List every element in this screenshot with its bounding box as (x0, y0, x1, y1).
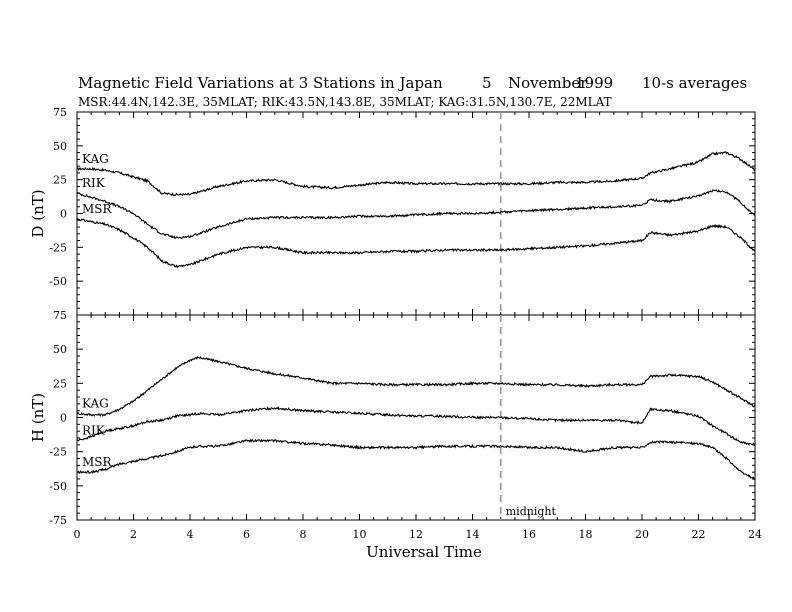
x-tick-label: 12 (409, 528, 423, 541)
x-tick-label: 8 (300, 528, 307, 541)
y-tick-label: 0 (60, 412, 67, 425)
date-year: 1999 (575, 74, 613, 92)
y-tick-label: -25 (49, 446, 67, 459)
date-month: November (508, 74, 588, 92)
x-tick-label: 16 (522, 528, 536, 541)
y-tick-label: 75 (53, 309, 67, 322)
series-label-rik: RIK (82, 424, 106, 438)
series-line-kag (76, 151, 756, 197)
averaging-label: 10-s averages (642, 74, 747, 92)
x-tick-label: 2 (130, 528, 137, 541)
x-tick-label: 24 (748, 528, 762, 541)
series-label-msr: MSR (82, 202, 113, 216)
panel-d: 75 50 25 0 -25 -50 D (nT) KAG RIK MSR (29, 106, 756, 316)
x-tick-label: 0 (74, 528, 81, 541)
y-tick-label: -25 (49, 241, 67, 254)
x-tick-label: 20 (635, 528, 649, 541)
x-axis-label: Universal Time (366, 543, 482, 561)
y-tick-label: -50 (49, 275, 67, 288)
y-tick-label: 25 (53, 174, 67, 187)
series-label-kag: KAG (82, 396, 109, 410)
y-tick-label: 50 (53, 343, 67, 356)
x-tick-label: 18 (579, 528, 593, 541)
midnight-label: midnight (506, 505, 557, 518)
series-line-rik (76, 405, 756, 447)
chart-title: Magnetic Field Variations at 3 Stations … (78, 74, 443, 92)
y-tick-label: 25 (53, 377, 67, 390)
series-line-rik (76, 189, 756, 240)
series-label-kag: KAG (82, 152, 109, 166)
series-line-msr (76, 218, 756, 269)
y-tick-label: -75 (49, 514, 67, 527)
x-tick-label: 22 (692, 528, 706, 541)
y-tick-label: -50 (49, 480, 67, 493)
date-day: 5 (482, 74, 492, 92)
x-tick-label: 4 (187, 528, 194, 541)
y-axis-label: H (nT) (29, 393, 47, 442)
series-line-msr (76, 438, 755, 480)
y-tick-label: 75 (53, 106, 67, 119)
series-label-rik: RIK (82, 176, 106, 190)
y-tick-label: 0 (60, 208, 67, 221)
x-tick-label: 6 (243, 528, 250, 541)
x-tick-label: 14 (466, 528, 480, 541)
stations-subtitle: MSR:44.4N,142.3E, 35MLAT; RIK:43.5N,143.… (78, 95, 612, 109)
plot-frame (76, 314, 756, 521)
series-label-msr: MSR (82, 455, 113, 469)
y-axis-label: D (nT) (29, 189, 47, 237)
x-tick-label: 10 (353, 528, 367, 541)
series-line-kag (76, 356, 756, 417)
y-tick-label: 50 (53, 140, 67, 153)
